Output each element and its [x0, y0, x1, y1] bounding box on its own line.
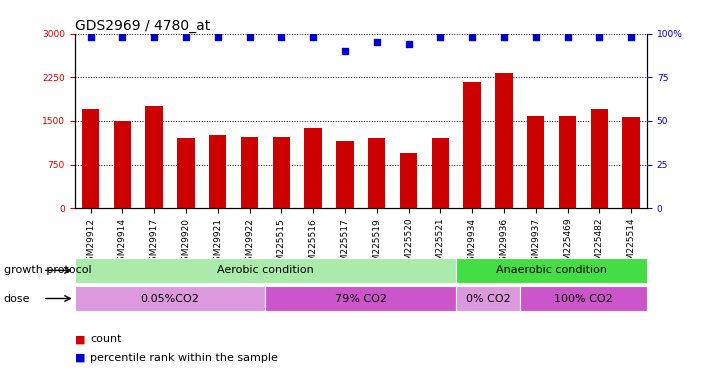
Text: Aerobic condition: Aerobic condition — [217, 266, 314, 275]
Point — [498, 34, 510, 40]
Point — [85, 34, 96, 40]
Bar — [241, 136, 258, 208]
Text: percentile rank within the sample: percentile rank within the sample — [90, 353, 278, 363]
Point — [181, 34, 192, 40]
Text: 100% CO2: 100% CO2 — [554, 294, 613, 303]
Bar — [304, 128, 322, 208]
Text: growth protocol: growth protocol — [4, 266, 91, 275]
Point — [212, 34, 223, 40]
Bar — [591, 109, 608, 208]
Text: ■: ■ — [75, 334, 85, 344]
Text: Anaerobic condition: Anaerobic condition — [496, 266, 607, 275]
Point — [149, 34, 160, 40]
Point — [626, 34, 637, 40]
Bar — [265, 286, 456, 311]
Bar — [75, 258, 456, 283]
Bar — [82, 110, 100, 208]
Point — [594, 34, 605, 40]
Point — [276, 34, 287, 40]
Bar — [622, 117, 640, 208]
Text: GDS2969 / 4780_at: GDS2969 / 4780_at — [75, 19, 210, 33]
Bar — [495, 73, 513, 208]
Point — [244, 34, 255, 40]
Text: dose: dose — [4, 294, 30, 303]
Bar — [209, 135, 227, 208]
Text: ■: ■ — [75, 353, 85, 363]
Bar — [520, 286, 647, 311]
Bar — [456, 258, 647, 283]
Bar — [400, 153, 417, 208]
Text: 0.05%CO2: 0.05%CO2 — [141, 294, 200, 303]
Point — [117, 34, 128, 40]
Bar — [432, 138, 449, 208]
Text: 79% CO2: 79% CO2 — [335, 294, 387, 303]
Bar — [464, 82, 481, 208]
Bar — [272, 136, 290, 208]
Bar — [75, 286, 265, 311]
Point — [530, 34, 541, 40]
Bar — [177, 138, 195, 208]
Point — [466, 34, 478, 40]
Bar — [559, 116, 576, 208]
Point — [307, 34, 319, 40]
Point — [562, 34, 573, 40]
Bar — [146, 106, 163, 208]
Point — [371, 39, 383, 45]
Bar — [368, 138, 385, 208]
Bar — [336, 141, 353, 208]
Point — [403, 41, 415, 47]
Text: 0% CO2: 0% CO2 — [466, 294, 510, 303]
Bar — [114, 121, 131, 208]
Bar — [527, 116, 545, 208]
Bar — [456, 286, 520, 311]
Text: count: count — [90, 334, 122, 344]
Point — [339, 48, 351, 54]
Point — [434, 34, 446, 40]
